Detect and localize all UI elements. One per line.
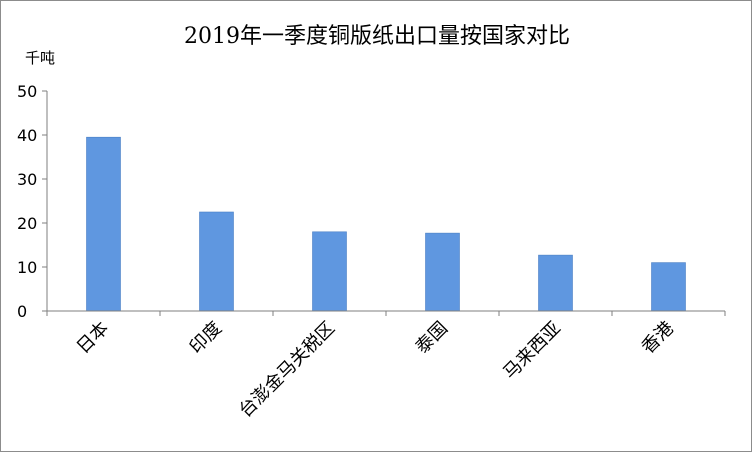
bar <box>425 232 460 312</box>
x-tick-label: 印度 <box>186 318 226 358</box>
y-tick-label: 50 <box>17 82 37 101</box>
y-tick-label: 20 <box>17 214 37 233</box>
y-tick-label: 30 <box>17 170 37 189</box>
x-tick-label: 马来西亚 <box>499 318 565 384</box>
bar <box>538 254 573 312</box>
chart-title: 2019年一季度铜版纸出口量按国家对比 <box>184 24 570 49</box>
x-tick-label: 泰国 <box>412 318 452 358</box>
x-tick-label: 香港 <box>638 318 678 358</box>
y-tick-label: 10 <box>17 258 37 277</box>
bar <box>86 136 121 312</box>
y-tick-label: 40 <box>17 126 37 145</box>
bars <box>86 136 686 312</box>
y-axis-unit-label: 千吨 <box>25 49 55 67</box>
x-axis: 日本 印度 台澎金马关税区 泰国 马来西亚 香港 <box>46 310 726 422</box>
y-axis: 0 10 20 30 40 50 <box>17 82 48 321</box>
x-tick-label: 台澎金马关税区 <box>235 318 339 422</box>
bar <box>651 262 686 312</box>
bar <box>199 211 234 312</box>
bar <box>312 231 347 312</box>
x-tick-label: 日本 <box>73 318 113 358</box>
y-tick-label: 0 <box>17 302 27 321</box>
